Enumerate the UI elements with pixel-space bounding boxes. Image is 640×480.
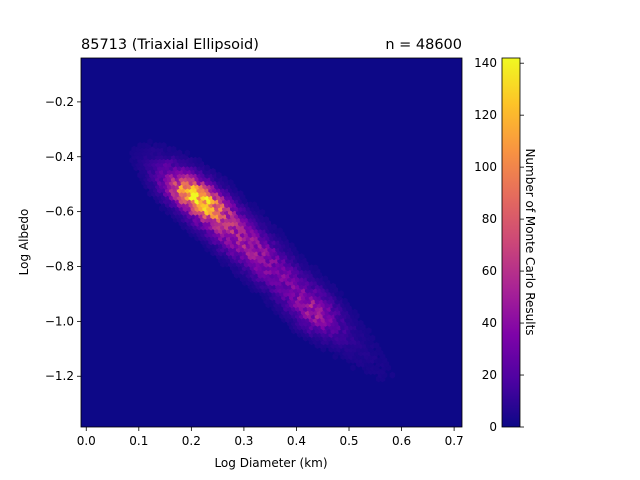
hexbin-cell xyxy=(330,282,336,290)
hexbin-cell xyxy=(350,364,356,372)
hexbin-cell xyxy=(369,334,376,342)
y-tick-label: −0.6 xyxy=(45,205,74,219)
x-tick-label: 0.2 xyxy=(182,434,201,448)
hexbin-cell xyxy=(210,167,216,175)
hexbin-cell xyxy=(170,145,177,153)
plot-frame xyxy=(80,57,463,428)
x-tick-label: 0.4 xyxy=(287,434,306,448)
hexbin-cell xyxy=(263,216,269,224)
plot-area xyxy=(80,57,463,428)
hexbin-cell xyxy=(312,264,319,272)
hexbin-cell xyxy=(259,208,266,216)
colorbar-ticks: 0 20 40 60 80 100 120 140 xyxy=(474,56,524,434)
hexbin-cell xyxy=(352,308,358,316)
x-axis: 0.0 0.1 0.2 0.3 0.4 0.5 0.6 0.7 xyxy=(77,427,464,448)
y-tick-label: −1.2 xyxy=(45,369,74,383)
x-tick-label: 0.0 xyxy=(77,434,96,448)
hexbin-cell xyxy=(161,142,167,149)
colorbar-tick-label: 20 xyxy=(482,368,497,382)
hexbin-cell xyxy=(196,156,202,164)
hexbin-cell xyxy=(289,242,295,249)
x-tick-label: 0.7 xyxy=(445,434,464,448)
hexbin-cell xyxy=(271,223,277,231)
hexbin-cell xyxy=(147,138,153,146)
hexbin-cell xyxy=(204,164,210,172)
x-tick-label: 0.1 xyxy=(129,434,148,448)
colorbar-label: Number of Monte Carlo Results xyxy=(523,148,537,335)
x-tick-label: 0.6 xyxy=(392,434,411,448)
hexbin-cell xyxy=(184,149,191,157)
hexbin-cell xyxy=(228,179,234,187)
colorbar-tick-label: 140 xyxy=(474,56,497,70)
colorbar-frame xyxy=(501,57,521,428)
hexbin-cell xyxy=(358,319,364,327)
colorbar-gradient xyxy=(502,58,520,427)
hexbin-cell xyxy=(365,327,372,335)
chart-title: 85713 (Triaxial Ellipsoid) xyxy=(81,37,259,53)
colorbar-tick-label: 0 xyxy=(489,420,497,434)
hexbin-cell xyxy=(389,371,396,379)
hexbin-cell xyxy=(176,149,183,157)
colorbar-tick-label: 80 xyxy=(482,212,497,226)
y-tick-label: −0.2 xyxy=(45,95,74,109)
hexbin-cell xyxy=(277,227,283,235)
y-axis-label: Log Albedo xyxy=(17,209,31,276)
colorbar-tick-label: 40 xyxy=(482,316,497,330)
x-tick-label: 0.3 xyxy=(234,434,253,448)
colorbar: 0 20 40 60 80 100 120 140 Number of Monte Carlo… xyxy=(474,56,537,434)
sample-count: n = 48600 xyxy=(385,37,462,53)
y-axis: −0.2 −0.4 −0.6 −0.8 −1.0 −1.2 xyxy=(45,95,81,383)
hexbin-cell xyxy=(373,342,380,349)
colorbar-tick-label: 100 xyxy=(474,160,497,174)
colorbar-tick-label: 60 xyxy=(482,264,497,278)
hexbin-cells xyxy=(129,138,396,383)
hexbin-cell xyxy=(237,190,244,198)
x-tick-label: 0.5 xyxy=(339,434,358,448)
y-tick-label: −0.4 xyxy=(45,150,74,164)
y-tick-label: −1.0 xyxy=(45,314,74,328)
hexbin-cell xyxy=(298,253,305,261)
x-axis-label: Log Diameter (km) xyxy=(214,456,327,470)
colorbar-tick-label: 120 xyxy=(474,108,497,122)
hexbin-cell xyxy=(216,171,222,179)
hexbin-cell xyxy=(251,201,258,209)
hexbin-cell xyxy=(342,297,348,305)
hexbin-cell xyxy=(322,275,329,283)
hexbin-cell xyxy=(222,175,228,183)
hexbin-cell xyxy=(338,290,344,298)
y-tick-label: −0.8 xyxy=(45,260,74,274)
